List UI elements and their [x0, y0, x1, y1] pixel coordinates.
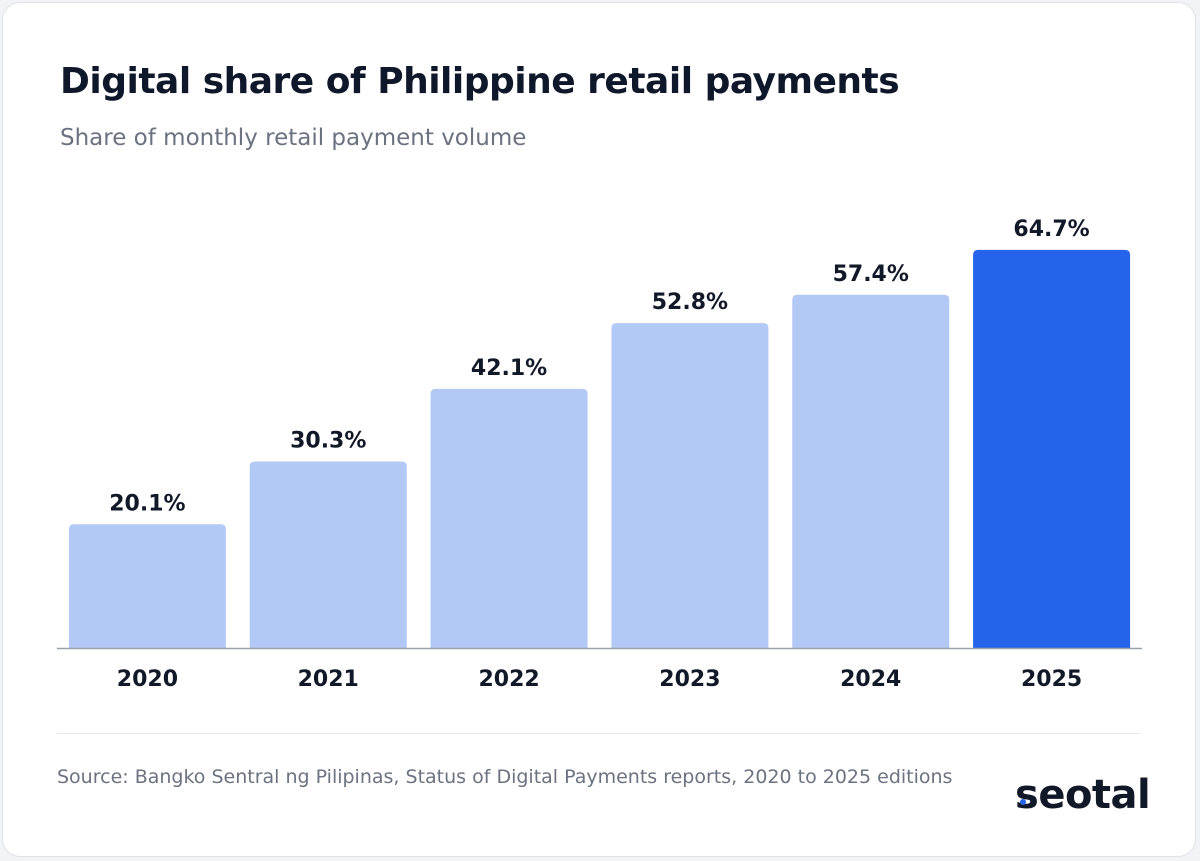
footer-divider [57, 733, 1140, 734]
value-label-2025: 64.7% [1013, 217, 1089, 242]
value-label-2023: 52.8% [652, 290, 728, 315]
category-label-2024: 2024 [840, 667, 901, 692]
logo-dot-icon [1020, 799, 1026, 805]
bar-2023 [611, 323, 769, 648]
value-label-2024: 57.4% [833, 262, 909, 287]
bar-chart: 20.1% 2020 30.3% 2021 42.1% 2022 52.8% 2023 57.4… [57, 217, 1142, 692]
category-label-2020: 2020 [117, 667, 178, 692]
chart-subtitle: Share of monthly retail payment volume [60, 125, 527, 151]
bar-2022 [430, 388, 588, 648]
bar-2021 [249, 461, 407, 648]
source-note: Source: Bangko Sentral ng Pilipinas, Sta… [57, 766, 953, 788]
category-label-2021: 2021 [298, 667, 359, 692]
logo-s-letter: s [1015, 772, 1039, 818]
value-label-2021: 30.3% [290, 429, 366, 454]
value-label-2020: 20.1% [109, 491, 185, 516]
bar-2024 [792, 294, 950, 648]
brand-logo: s eotal [1015, 772, 1151, 818]
value-label-2022: 42.1% [471, 356, 547, 381]
bar-2025 [973, 249, 1131, 648]
bar-2020 [68, 524, 226, 648]
category-label-2022: 2022 [478, 667, 539, 692]
chart-title: Digital share of Philippine retail payme… [60, 61, 900, 102]
category-label-2025: 2025 [1021, 667, 1082, 692]
category-label-2023: 2023 [659, 667, 720, 692]
